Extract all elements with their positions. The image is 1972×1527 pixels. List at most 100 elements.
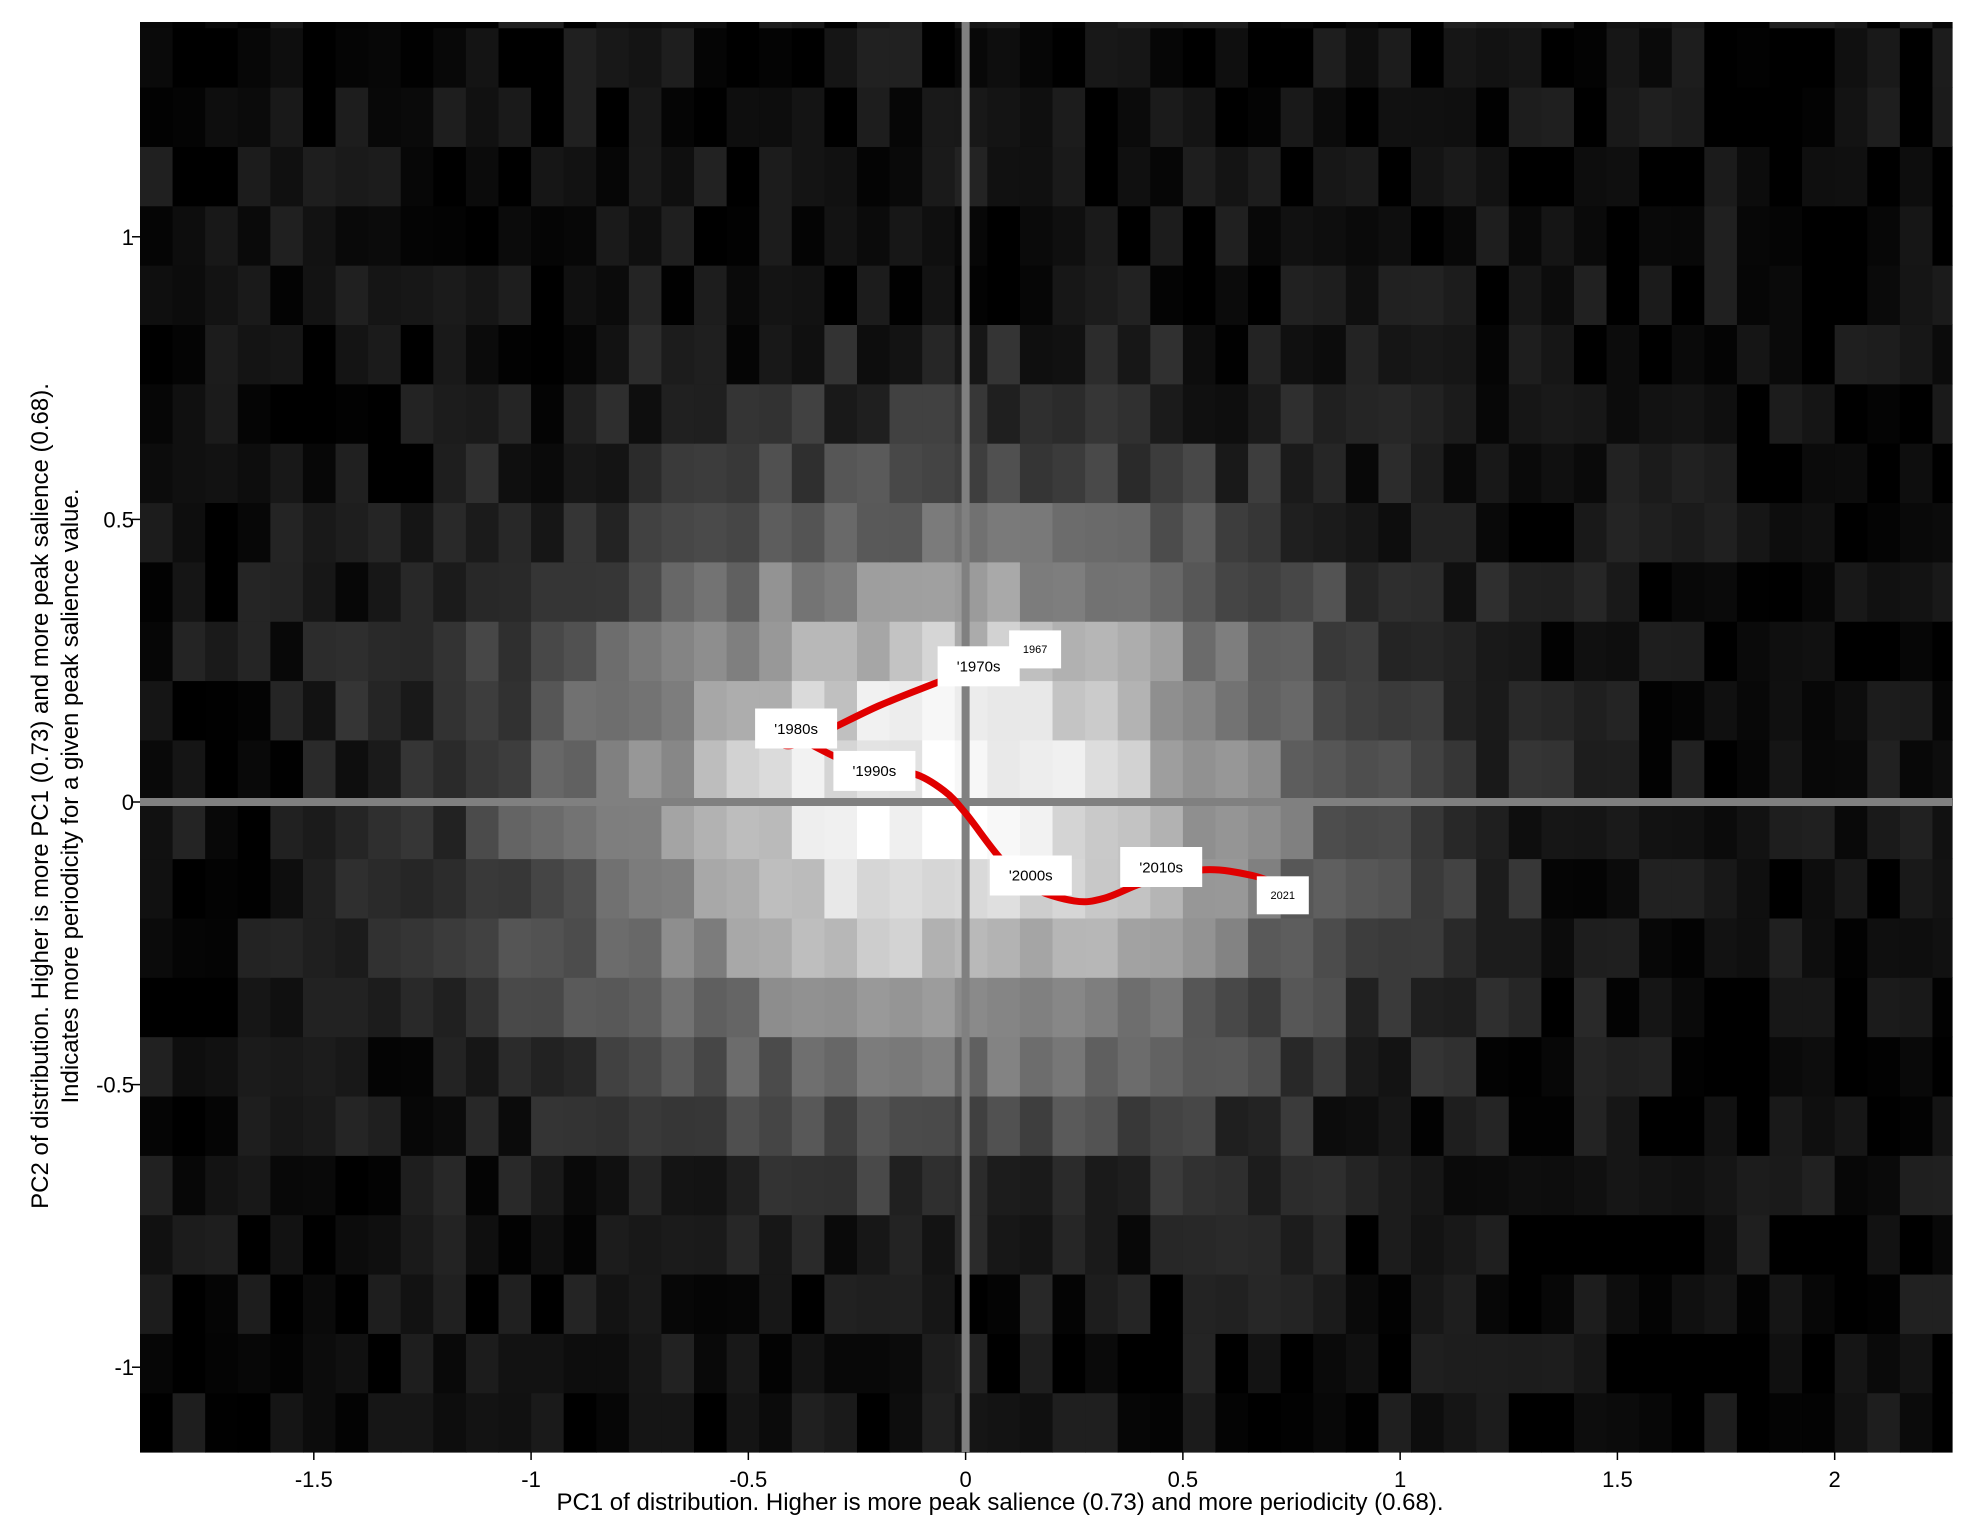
x-tick-label: 1.5 [1602,1467,1633,1492]
heatmap-cell [1345,443,1380,504]
heatmap-cell [759,1155,793,1216]
heatmap-cell [1182,621,1217,682]
heatmap-cell [1899,146,1934,207]
annotation-label: '1970s [957,659,1001,676]
heatmap-cell [335,561,369,622]
heatmap-cell [1704,443,1738,504]
heatmap-cell [270,1333,304,1394]
heatmap-cell [694,443,728,504]
heatmap-cell [1150,383,1184,444]
heatmap-cell [1639,205,1673,266]
heatmap-cell [596,1036,630,1097]
heatmap-cell [824,858,858,919]
heatmap-cell [661,265,695,325]
heatmap-cell [1606,858,1640,919]
heatmap-cell [856,977,891,1038]
heatmap-cell [1117,1392,1151,1453]
heatmap-cell [759,383,793,444]
heatmap-cell [661,799,695,860]
heatmap-cell [1215,443,1249,504]
heatmap-cell [1280,1392,1314,1453]
heatmap-cell [1736,1392,1771,1453]
heatmap-cell [1280,739,1314,800]
heatmap-cell [1736,324,1771,385]
heatmap-cell [433,1036,467,1097]
heatmap-cell [1476,1214,1510,1275]
heatmap-cell [1248,443,1282,504]
heatmap-cell [1932,977,1953,1038]
heatmap-cell [628,205,663,266]
heatmap-cell [531,265,565,325]
heatmap-cell [270,265,304,325]
heatmap-cell [1313,1214,1347,1275]
heatmap-cell [1052,443,1086,504]
heatmap-cell [172,1214,206,1275]
heatmap-cell [1606,739,1640,800]
heatmap-cell [824,917,858,978]
heatmap-cell [1085,265,1119,325]
heatmap-cell [889,27,923,88]
heatmap-cell [1769,205,1803,266]
heatmap-cell [1671,799,1705,860]
heatmap-cell [433,680,467,741]
heatmap-cell [270,1392,304,1453]
heatmap-cell [759,858,793,919]
heatmap-cell [759,1333,793,1394]
heatmap-cell [368,22,402,29]
heatmap-cells [140,22,1953,1453]
heatmap-cell [1476,443,1510,504]
heatmap-cell [1899,917,1934,978]
heatmap-cell [1639,1036,1673,1097]
heatmap-cell [531,146,565,207]
heatmap-cell [1671,858,1705,919]
heatmap-cell [1867,1155,1901,1216]
heatmap-cell [498,502,532,563]
heatmap-cell [1476,1155,1510,1216]
heatmap-cell [922,443,956,504]
heatmap-cell [824,146,858,207]
heatmap-cell [498,27,532,88]
heatmap-cell [726,977,760,1038]
heatmap-cell [302,739,337,800]
heatmap-cell [824,502,858,563]
heatmap-cell [531,1095,565,1156]
heatmap-cell [563,739,597,800]
heatmap-cell [433,739,467,800]
heatmap-cell [856,1333,891,1394]
heatmap-cell [824,443,858,504]
heatmap-cell [759,1036,793,1097]
heatmap-cell [1899,799,1934,860]
heatmap-cell [1704,205,1738,266]
heatmap-cell [954,443,988,504]
heatmap-cell [1215,265,1249,325]
heatmap-cell [987,146,1021,207]
heatmap-cell [824,1273,858,1334]
heatmap-cell [433,383,467,444]
heatmap-cell [759,977,793,1038]
heatmap-cell [922,977,956,1038]
heatmap-cell [1573,205,1608,266]
heatmap-cell [270,739,304,800]
heatmap-cell [270,1214,304,1275]
heatmap-cell [1606,443,1640,504]
heatmap-cell [1736,1155,1771,1216]
heatmap-cell [1834,1273,1868,1334]
heatmap-cell [563,799,597,860]
heatmap-cell [1802,621,1836,682]
heatmap-cell [172,205,206,266]
heatmap-cell [1411,1095,1445,1156]
heatmap-cell [140,1273,174,1334]
heatmap-cell [1182,22,1217,29]
heatmap-cell [1834,27,1868,88]
heatmap-cell [661,146,695,207]
heatmap-cell [1769,443,1803,504]
heatmap-cell [465,443,500,504]
heatmap-cell [856,1214,891,1275]
heatmap-cell [889,383,923,444]
heatmap-cell [1182,1333,1217,1394]
heatmap-cell [1345,22,1380,29]
heatmap-cell [726,205,760,266]
heatmap-cell [140,1095,174,1156]
heatmap-cell [628,1273,663,1334]
heatmap-cell [1639,1333,1673,1394]
